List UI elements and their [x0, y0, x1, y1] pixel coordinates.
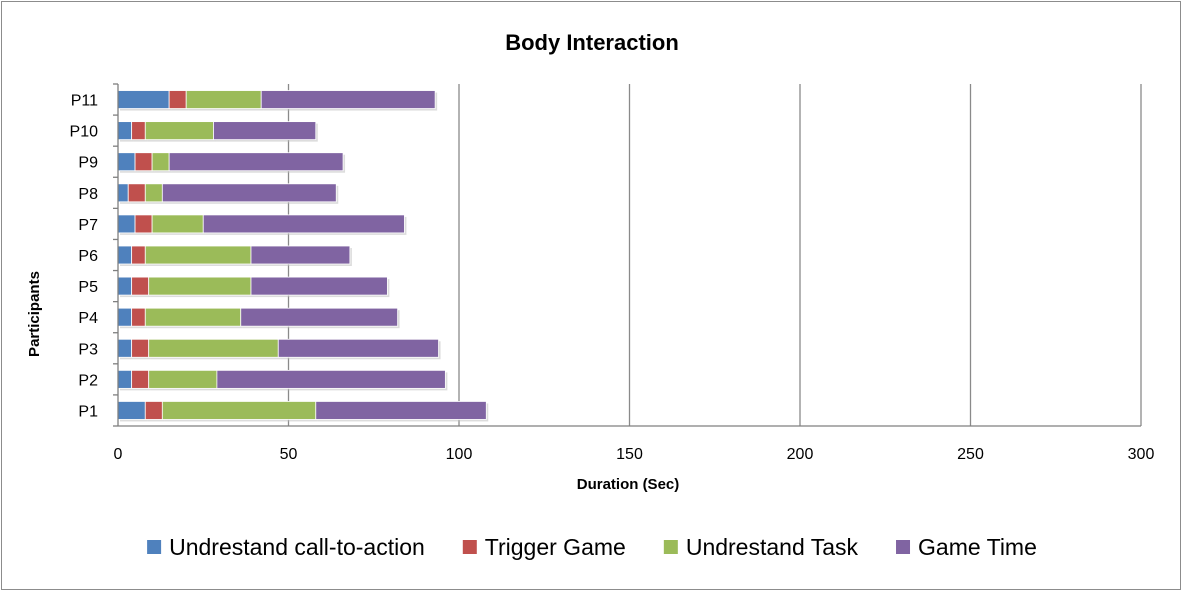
axes: [113, 83, 1141, 427]
y-tick-label-P8: P8: [78, 186, 98, 203]
y-tick-label-P9: P9: [78, 155, 98, 172]
bar-P1-series-3: [315, 401, 487, 420]
bar-P7-series-1: [134, 214, 153, 234]
x-tick-labels: 0 50 100 150 200 250 300: [114, 446, 1155, 463]
bar-P10-series-0: [117, 121, 133, 141]
chart-title: Body Interaction: [505, 30, 679, 55]
y-tick-label-P6: P6: [78, 248, 98, 265]
x-tick-label-0: 0: [114, 446, 123, 463]
y-tick-label-P7: P7: [78, 217, 98, 234]
gridlines: [287, 84, 1142, 426]
bar-P9-series-2: [151, 152, 170, 172]
bar-P8-series-1: [127, 183, 146, 203]
x-tick-label-250: 250: [957, 446, 984, 463]
y-tick-label-P2: P2: [78, 372, 98, 389]
bar-P9-series-3: [168, 152, 344, 172]
y-axis-label: Participants: [26, 271, 43, 357]
bar-P2-series-2: [148, 369, 218, 389]
legend-swatch-1: [462, 540, 477, 554]
bar-P1-series-0: [117, 401, 146, 420]
x-axis-label: Duration (Sec): [577, 476, 680, 493]
x-tick-label-300: 300: [1128, 446, 1155, 463]
y-tick-labels: P1 P2 P3 P4 P5 P6 P7 P8 P9 P10 P11: [70, 93, 99, 421]
bar-P4-series-2: [144, 307, 242, 327]
legend: Undrestand call-to-action Trigger Game Und…: [147, 534, 1037, 560]
y-tick-label-P3: P3: [78, 341, 98, 358]
y-tick-label-P10: P10: [70, 124, 99, 141]
bar-P5-series-3: [250, 276, 388, 296]
bar-P3-series-0: [117, 338, 133, 358]
bar-P9-series-0: [117, 152, 136, 172]
bar-P1-series-2: [161, 401, 317, 420]
x-tick-label-200: 200: [787, 446, 814, 463]
bar-P8-series-0: [117, 183, 129, 203]
bar-P2-series-0: [117, 369, 133, 389]
bar-P5-series-0: [117, 276, 133, 296]
legend-label-2: Undrestand Task: [686, 534, 859, 560]
bar-P10-series-3: [213, 121, 317, 141]
bar-P3-series-1: [131, 338, 150, 358]
bar-P11-series-0: [117, 90, 170, 109]
bar-P1-series-1: [144, 401, 163, 420]
y-tick-label-P1: P1: [78, 403, 98, 420]
legend-label-0: Undrestand call-to-action: [169, 534, 425, 560]
bar-P3-series-2: [148, 338, 279, 358]
bar-P11-series-3: [260, 90, 436, 109]
bar-P11-series-1: [168, 90, 187, 109]
bar-P10-series-2: [144, 121, 214, 141]
bar-P7-series-3: [202, 214, 405, 234]
bar-P6-series-3: [250, 245, 351, 265]
bar-P8-series-2: [144, 183, 163, 203]
bar-P7-series-0: [117, 214, 136, 234]
bar-P2-series-1: [131, 369, 150, 389]
bar-P3-series-3: [277, 338, 439, 358]
x-tick-label-50: 50: [280, 446, 298, 463]
x-tick-label-150: 150: [616, 446, 643, 463]
y-tick-label-P11: P11: [71, 93, 98, 110]
bar-P5-series-2: [148, 276, 252, 296]
bar-P6-series-0: [117, 245, 133, 265]
bar-P5-series-1: [131, 276, 150, 296]
bar-P6-series-1: [131, 245, 146, 265]
bar-P8-series-3: [161, 183, 337, 203]
bar-P4-series-3: [240, 307, 399, 327]
legend-label-3: Game Time: [918, 534, 1037, 560]
legend-swatch-2: [663, 540, 678, 554]
bar-P6-series-2: [144, 245, 252, 265]
bar-P2-series-3: [216, 369, 446, 389]
legend-swatch-3: [896, 540, 911, 554]
y-tick-label-P5: P5: [78, 279, 98, 296]
bar-P11-series-2: [185, 90, 262, 109]
bar-P4-series-0: [117, 307, 133, 327]
bar-P4-series-1: [131, 307, 146, 327]
legend-swatch-0: [147, 540, 162, 554]
bar-P10-series-1: [131, 121, 146, 141]
bar-P9-series-1: [134, 152, 153, 172]
y-tick-label-P4: P4: [78, 310, 98, 327]
legend-label-1: Trigger Game: [485, 534, 626, 560]
bar-P7-series-2: [151, 214, 204, 234]
x-tick-label-100: 100: [446, 446, 473, 463]
bars: [117, 90, 489, 422]
